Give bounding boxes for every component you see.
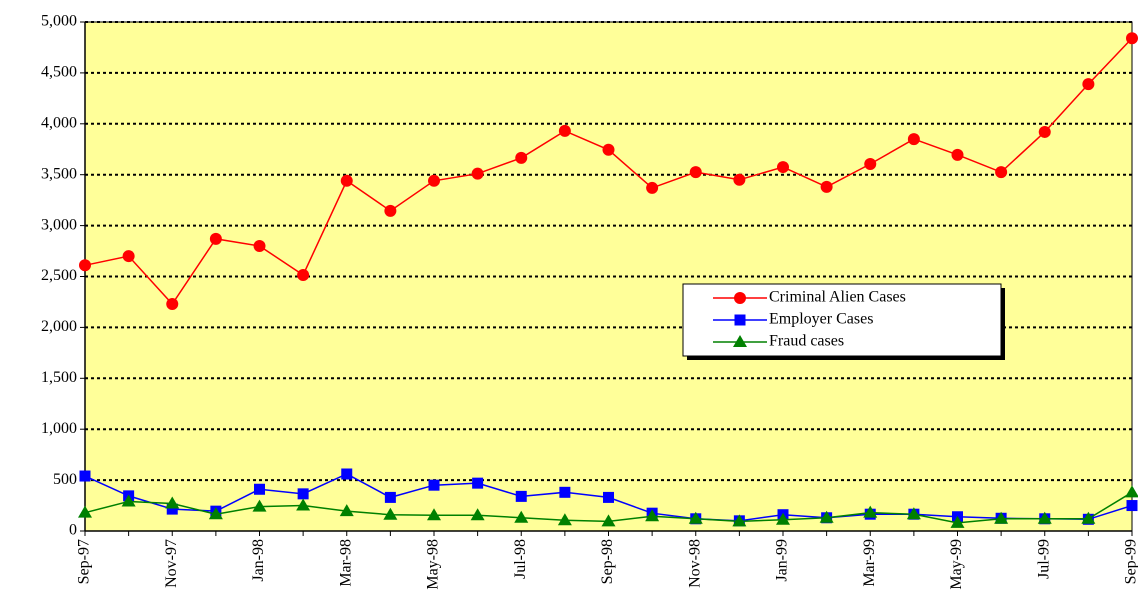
marker [1038, 125, 1051, 138]
x-tick-label: Jan-98 [250, 539, 267, 582]
marker [732, 514, 747, 527]
marker [427, 508, 441, 521]
marker [864, 158, 877, 171]
marker [1126, 500, 1138, 512]
marker [645, 509, 660, 522]
marker [819, 510, 834, 523]
marker [428, 174, 440, 187]
x-tick-label: Jul-99 [1035, 539, 1052, 579]
marker [734, 292, 746, 304]
legend-label: Employer Cases [769, 311, 873, 328]
marker [995, 166, 1008, 179]
marker [950, 515, 965, 528]
marker [863, 505, 878, 518]
x-tick-label: Sep-99 [1123, 539, 1138, 584]
marker [994, 511, 1009, 524]
marker [428, 479, 440, 491]
marker [122, 250, 135, 263]
x-tick-label: Mar-98 [337, 539, 354, 587]
marker [951, 148, 964, 161]
marker [297, 488, 309, 500]
marker [79, 259, 91, 272]
marker [341, 468, 353, 480]
x-tick-label: Jul-98 [512, 539, 529, 579]
x-tick-label: Nov-97 [163, 539, 180, 588]
y-tick-label: 4,000 [41, 114, 77, 131]
y-tick-label: 4,500 [41, 64, 77, 81]
marker [514, 510, 529, 523]
x-tick-label: Sep-97 [76, 539, 93, 584]
marker [1037, 511, 1052, 524]
marker [733, 335, 747, 347]
legend-label: Criminal Alien Cases [769, 289, 906, 306]
x-tick-label: Jan-99 [774, 539, 791, 582]
y-tick-label: 1,500 [41, 369, 77, 386]
y-tick-label: 0 [69, 522, 77, 539]
y-tick-label: 1,000 [41, 420, 77, 437]
marker [297, 268, 310, 281]
marker [602, 143, 615, 156]
marker [79, 470, 91, 482]
marker [166, 297, 179, 310]
marker [688, 511, 703, 524]
marker [340, 174, 353, 187]
marker [1125, 485, 1138, 498]
marker [165, 496, 180, 509]
marker [209, 232, 222, 245]
y-tick-label: 3,500 [41, 165, 77, 182]
x-tick-label: Nov-98 [686, 539, 703, 588]
marker [906, 507, 921, 520]
marker [777, 161, 789, 174]
x-tick-label: May-99 [948, 539, 965, 590]
x-tick-label: May-98 [425, 539, 442, 590]
marker [1126, 32, 1138, 45]
y-tick-label: 3,000 [41, 216, 77, 233]
marker [470, 508, 485, 521]
y-tick-label: 500 [53, 471, 77, 488]
marker [471, 167, 484, 180]
marker [383, 507, 398, 520]
marker [559, 486, 571, 498]
marker [253, 239, 266, 252]
marker [78, 505, 92, 518]
marker [1082, 78, 1095, 91]
marker [339, 504, 354, 517]
y-tick-label: 2,500 [41, 267, 77, 284]
marker [515, 490, 527, 502]
y-tick-label: 5,000 [41, 13, 77, 30]
x-tick-label: Sep-98 [599, 539, 616, 584]
marker [472, 477, 484, 489]
marker [252, 499, 267, 512]
marker [208, 507, 223, 520]
marker [166, 503, 178, 515]
marker [1081, 511, 1096, 524]
marker [820, 180, 833, 193]
marker [776, 512, 790, 525]
marker [557, 513, 572, 526]
x-tick-label: Mar-99 [861, 539, 878, 587]
marker [734, 314, 746, 326]
legend-label: Fraud cases [769, 333, 844, 350]
marker [558, 124, 571, 137]
marker [733, 173, 746, 186]
marker [515, 151, 528, 164]
marker [646, 181, 659, 194]
marker [384, 491, 396, 503]
marker [296, 498, 311, 511]
marker [384, 204, 397, 217]
marker [121, 494, 136, 507]
marker [907, 133, 920, 146]
marker [601, 514, 616, 527]
marker [254, 483, 265, 495]
y-tick-label: 2,000 [41, 318, 77, 335]
marker [603, 491, 614, 503]
marker [689, 166, 702, 179]
